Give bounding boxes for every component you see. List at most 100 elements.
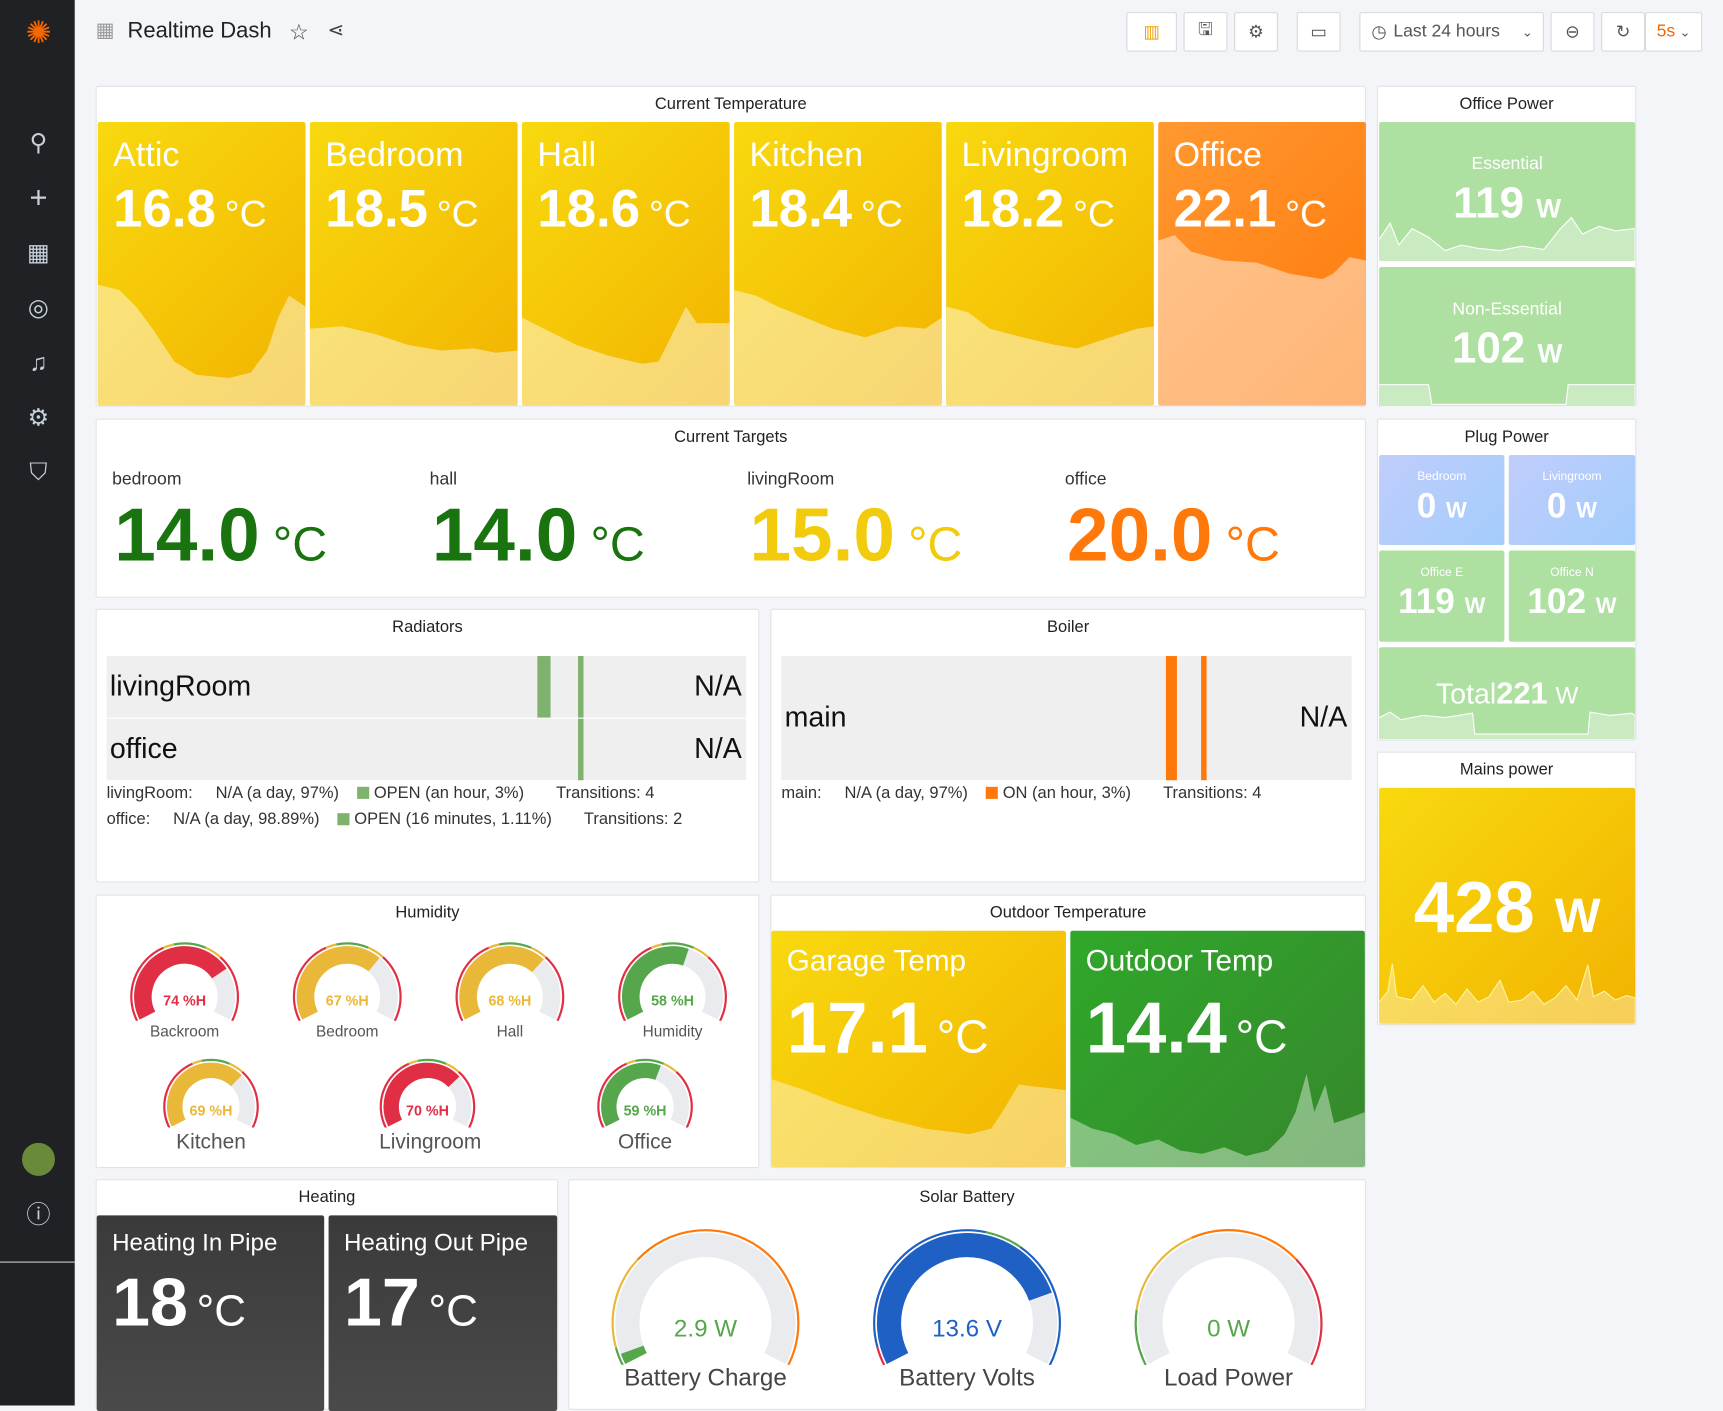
gauge-arc xyxy=(455,942,565,1022)
gauge-value: 58 %H xyxy=(651,992,694,1009)
divider xyxy=(0,1261,75,1263)
add-panel-button[interactable]: ▥ xyxy=(1126,12,1177,52)
gauge-label: Hall xyxy=(496,1021,524,1040)
explore-compass-icon[interactable]: ◎ xyxy=(27,293,50,321)
gauge-battery-volts: 13.6 V Battery Volts xyxy=(873,1229,1062,1393)
help-icon[interactable]: ⓘ xyxy=(26,1201,51,1229)
stat-label: Attic xyxy=(113,135,180,174)
target-value-livingroom: 15.0 °C xyxy=(749,493,963,577)
search-icon[interactable]: ⚲ xyxy=(29,128,48,157)
state-timeline-row[interactable]: livingRoom N/A xyxy=(106,656,747,718)
state-timeline-row[interactable]: main N/A xyxy=(781,656,1352,781)
open-state-bar xyxy=(578,718,584,781)
zoom-out-button[interactable]: ⊖ xyxy=(1550,12,1595,52)
sparkline xyxy=(521,306,730,406)
panel-title[interactable]: Humidity xyxy=(395,903,460,922)
row-value: N/A xyxy=(694,669,742,703)
gauge-backroom: 74 %H Backroom xyxy=(130,942,240,1040)
share-icon[interactable]: ⋖ xyxy=(327,18,345,41)
panel-title[interactable]: Heating xyxy=(298,1187,356,1207)
stat-label: Hall xyxy=(537,135,597,174)
panel-title[interactable]: Current Targets xyxy=(674,427,788,447)
stat-unit: °C xyxy=(860,193,903,236)
clock-icon: ◷ xyxy=(1371,23,1387,42)
panel-title[interactable]: Current Temperature xyxy=(654,94,807,114)
refresh-interval-picker[interactable]: 5s ⌄ xyxy=(1645,12,1703,52)
grafana-logo-icon[interactable]: ✺ xyxy=(25,15,52,50)
panel-title[interactable]: Mains power xyxy=(1459,760,1554,780)
panel-title[interactable]: Outdoor Temperature xyxy=(989,903,1147,922)
stat-value: 18.4 xyxy=(749,180,853,239)
sparkline xyxy=(1158,235,1366,406)
star-icon[interactable]: ☆ xyxy=(289,20,309,46)
stat-unit: W xyxy=(1446,498,1467,524)
stat-unit: W xyxy=(1576,498,1598,524)
stat-label: Office xyxy=(1173,135,1262,174)
dashboards-icon[interactable]: ▦ xyxy=(27,238,50,266)
stat-value: 119 xyxy=(1398,581,1455,621)
save-button[interactable]: 🖫 xyxy=(1183,12,1228,52)
stat-unit: °C xyxy=(1285,193,1328,236)
stat-kitchen: Kitchen 18.4 °C xyxy=(734,121,942,406)
legend-row: main: N/A (a day, 97%) ON (an hour, 3%) … xyxy=(781,783,1262,803)
panel-title[interactable]: Office Power xyxy=(1459,94,1554,114)
refresh-button[interactable]: ↻ xyxy=(1601,12,1646,52)
stat-non-essential: Non-Essential 102 W xyxy=(1379,267,1636,407)
gauge-label: Livingroom xyxy=(379,1131,482,1155)
stat-plug-bedroom: Bedroom 0 W xyxy=(1379,454,1505,546)
gauge-arc xyxy=(611,1229,800,1366)
legend-row: office: N/A (a day, 98.89%) OPEN (16 min… xyxy=(106,809,683,829)
panel-plug-power: Plug Power Bedroom 0 W Livingroom 0 W Of… xyxy=(1376,418,1637,741)
target-value-bedroom: 14.0 °C xyxy=(114,493,328,577)
gauge-livingroom: 70 %H Livingroom xyxy=(379,1058,482,1155)
stat-unit: W xyxy=(1537,339,1563,370)
stat-heating-in-pipe: Heating In Pipe 18 °C xyxy=(96,1215,325,1411)
stat-label: Livingroom xyxy=(1542,470,1602,484)
time-range-picker[interactable]: ◷ Last 24 hours ⌄ xyxy=(1359,12,1544,52)
bell-icon[interactable]: ♫ xyxy=(29,348,48,376)
state-timeline-row[interactable]: office N/A xyxy=(106,718,747,781)
add-panel-icon: ▥ xyxy=(1143,23,1160,42)
stat-value: 18.5 xyxy=(325,180,428,239)
dashboard-grid-icon: ▦ xyxy=(95,18,115,41)
plus-icon[interactable]: + xyxy=(29,180,48,215)
gauge-label: Load Power xyxy=(1164,1363,1294,1392)
stat-value: 16.8 xyxy=(113,180,216,239)
stat-value: 17.1 xyxy=(786,986,928,1069)
stat-value: 0 xyxy=(1546,485,1567,526)
stat-unit: W xyxy=(1555,681,1579,709)
stat-value: 102 xyxy=(1451,324,1526,373)
tv-mode-button[interactable]: ▭ xyxy=(1296,12,1341,52)
gauge-label: Bedroom xyxy=(316,1021,379,1040)
shield-icon[interactable]: ⛉ xyxy=(29,458,48,486)
open-state-bar xyxy=(537,656,551,718)
gauge-label: Humidity xyxy=(642,1021,703,1040)
stat-bedroom: Bedroom 18.5 °C xyxy=(309,121,518,406)
gear-icon[interactable]: ⚙ xyxy=(27,403,50,431)
target-label: office xyxy=(1064,470,1107,490)
stat-unit: °C xyxy=(224,193,267,236)
dashboard-title[interactable]: Realtime Dash xyxy=(127,18,272,43)
settings-button[interactable]: ⚙ xyxy=(1234,12,1279,52)
target-label: hall xyxy=(429,470,458,490)
panel-title[interactable]: Plug Power xyxy=(1464,427,1549,447)
panel-solar-battery: Solar Battery 2.9 W Battery Charge 13.6 … xyxy=(568,1179,1366,1410)
stat-unit: °C xyxy=(1235,1010,1288,1063)
stat-unit: °C xyxy=(428,1286,478,1336)
panel-title[interactable]: Radiators xyxy=(392,617,463,637)
stat-label: Non-Essential xyxy=(1452,299,1562,319)
gauge-label: Battery Charge xyxy=(624,1363,787,1392)
stat-mains-power: 428 W xyxy=(1379,787,1636,1025)
panel-title[interactable]: Solar Battery xyxy=(919,1187,1015,1207)
stat-plug-total: Total221 W xyxy=(1379,647,1636,740)
stat-unit: W xyxy=(1536,194,1562,225)
gauge-value: 13.6 V xyxy=(932,1314,1002,1342)
avatar[interactable] xyxy=(21,1142,55,1176)
gauge-load-power: 0 W Load Power xyxy=(1134,1229,1323,1393)
panel-current-temperature: Current Temperature Attic 16.8 °C Bedroom… xyxy=(95,85,1366,407)
panel-title[interactable]: Boiler xyxy=(1047,617,1090,637)
gauge-value: 74 %H xyxy=(163,992,207,1009)
stat-value: 428 xyxy=(1413,865,1535,948)
gauge-arc xyxy=(618,942,727,1022)
gauge-kitchen: 69 %H Kitchen xyxy=(163,1058,260,1155)
